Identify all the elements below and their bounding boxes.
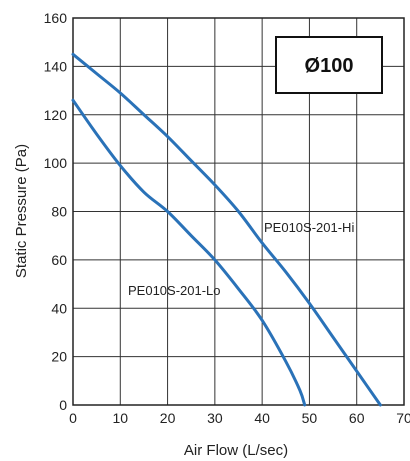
x-axis-title: Air Flow (L/sec) <box>184 442 288 459</box>
y-tick-labels: 0 20 40 60 80 100 120 140 160 <box>44 10 68 413</box>
plot-frame <box>72 17 405 406</box>
size-badge-box <box>275 36 383 94</box>
series-label-hi: PE010S-201-Hi <box>264 220 354 235</box>
x-tick-label: 50 <box>302 410 318 426</box>
y-tick-label: 140 <box>44 58 68 74</box>
x-tick-label: 0 <box>69 410 77 426</box>
y-tick-label: 80 <box>51 204 67 220</box>
x-tick-labels: 0 10 20 30 40 50 60 70 <box>69 410 410 426</box>
x-tick-label: 60 <box>349 410 365 426</box>
x-tick-label: 40 <box>254 410 270 426</box>
y-axis-title: Static Pressure (Pa) <box>13 144 30 278</box>
y-tick-label: 60 <box>51 252 67 268</box>
y-tick-label: 120 <box>44 107 68 123</box>
y-tick-label: 160 <box>44 10 68 26</box>
series-line-lo <box>71 98 307 407</box>
x-tick-label: 10 <box>112 410 128 426</box>
x-tick-label: 70 <box>396 410 410 426</box>
series-label-lo: PE010S-201-Lo <box>128 283 221 298</box>
y-tick-label: 20 <box>51 349 67 365</box>
x-tick-label: 30 <box>207 410 223 426</box>
size-badge-label: Ø100 <box>305 55 354 77</box>
series-layer <box>71 52 382 407</box>
y-tick-label: 0 <box>59 397 67 413</box>
size-badge: Ø100 <box>275 36 383 94</box>
x-tick-label: 20 <box>160 410 176 426</box>
series-line-hi <box>71 52 382 407</box>
y-tick-label: 100 <box>44 155 68 171</box>
y-tick-label: 40 <box>51 300 67 316</box>
